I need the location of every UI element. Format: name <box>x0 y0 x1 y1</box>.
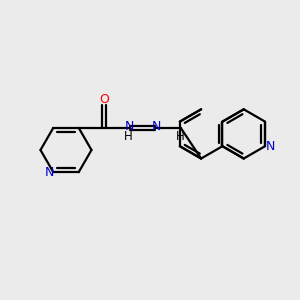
Text: N: N <box>152 120 161 133</box>
Text: N: N <box>125 120 134 133</box>
Text: N: N <box>266 140 275 153</box>
Text: H: H <box>176 130 185 143</box>
Text: H: H <box>124 130 133 142</box>
Text: O: O <box>99 93 109 106</box>
Text: N: N <box>45 166 54 178</box>
